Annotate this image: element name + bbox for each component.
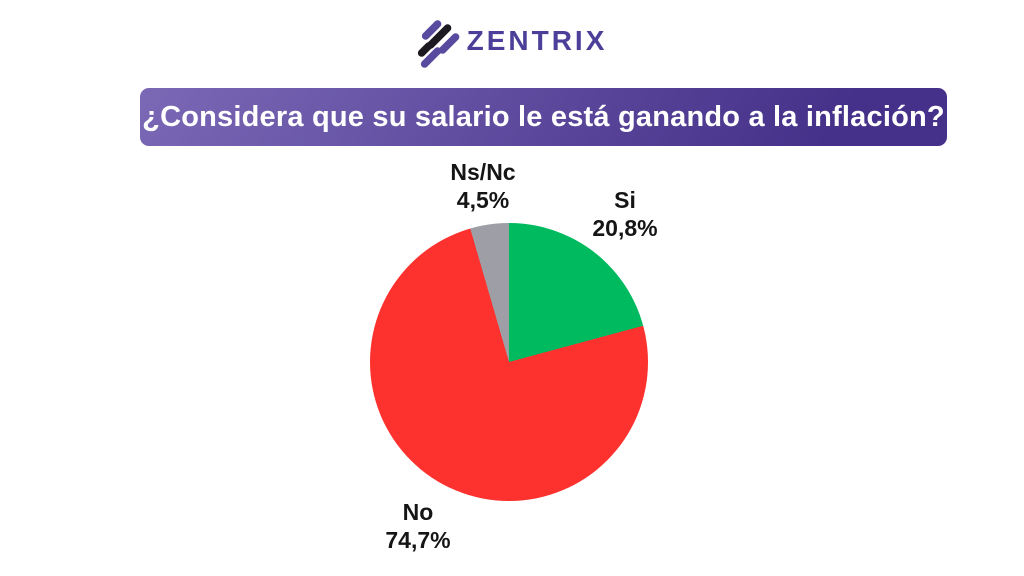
slice-label-si: Si 20,8% — [592, 186, 657, 242]
question-text: ¿Considera que su salario le está ganand… — [142, 100, 945, 133]
slice-category: Si — [614, 187, 636, 213]
slice-value: 4,5% — [456, 187, 510, 213]
slice-category: Ns/Nc — [450, 159, 516, 185]
pie-chart — [370, 223, 648, 501]
slice-label-nsnc: Ns/Nc 4,5% — [450, 158, 515, 214]
slice-category: No — [402, 499, 434, 525]
slice-value: 20,8% — [592, 215, 658, 241]
slice-value: 74,7% — [385, 527, 451, 553]
brand-logo: ZENTRIX — [417, 12, 608, 69]
zentrix-logo-icon — [417, 12, 461, 69]
brand-name: ZENTRIX — [466, 24, 608, 56]
slice-label-no: No 74,7% — [385, 498, 450, 554]
question-banner: ¿Considera que su salario le está ganand… — [140, 88, 947, 146]
